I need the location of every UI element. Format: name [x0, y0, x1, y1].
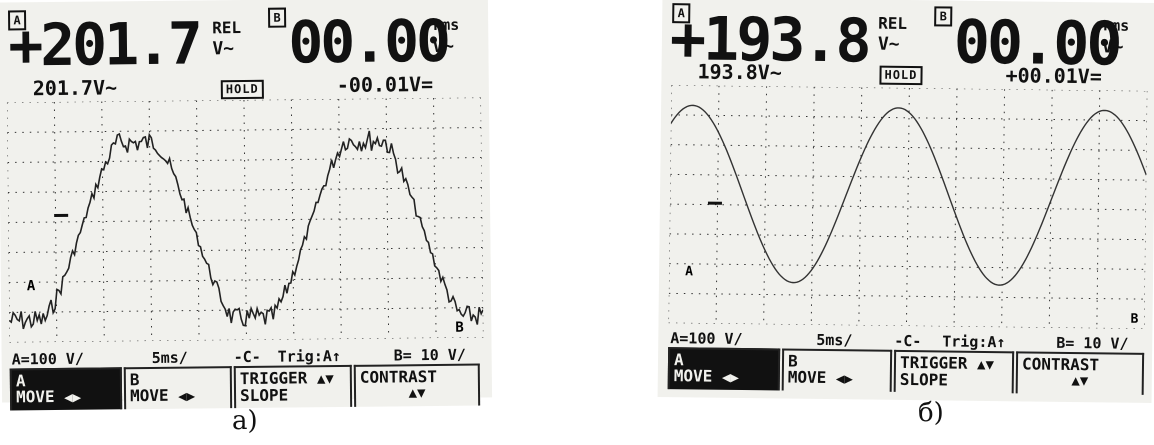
grid-line-vertical — [338, 99, 342, 340]
contrast-button[interactable]: CONTRAST ▲▼ — [1015, 351, 1145, 395]
grid-line-vertical — [6, 102, 10, 343]
b-unit: V~ — [432, 35, 455, 58]
left-right-arrows-icon: ◀▶ — [835, 371, 853, 388]
channel-b-indicator: B — [934, 6, 953, 27]
trigger-icon: -C- — [233, 347, 261, 367]
grid-line-vertical — [1001, 89, 1006, 328]
waveform-grid: A B — [6, 97, 484, 343]
rms-tag: rms — [432, 15, 460, 35]
left-right-arrows-icon: ◀▶ — [721, 369, 739, 386]
b-reading: 00.00 — [287, 6, 449, 77]
softkey-label: SLOPE — [239, 385, 289, 406]
trigger-icon: -C- — [894, 331, 922, 351]
grid-line-vertical — [905, 88, 910, 327]
main-reading: +201.7 — [8, 9, 201, 80]
softkey-label: SLOPE — [899, 369, 949, 390]
left-right-arrows-icon: ◀▶ — [178, 388, 196, 405]
trace-b-marker: B — [1130, 312, 1138, 327]
main-unit: V~ — [212, 38, 235, 60]
trigger-level-marker — [54, 213, 69, 217]
b-scale: B= 10 V/ — [393, 345, 466, 365]
rel-tag: REL — [212, 18, 242, 38]
b-move-button[interactable]: B MOVE ◀▶ — [123, 366, 233, 410]
grid-line-vertical — [1143, 90, 1148, 329]
rms-tag: rms — [1102, 16, 1130, 35]
b-scale: B= 10 V/ — [1056, 333, 1129, 353]
waveform-trace-a — [8, 130, 484, 330]
b-sub-reading: +00.01V= — [1005, 63, 1102, 89]
grid-line-vertical — [385, 98, 390, 339]
softkey-label: CONTRAST — [359, 367, 438, 387]
figure-caption: б) — [918, 398, 944, 428]
scope-screenshot-a: A +201.7 REL V~ B 00.00 rms V~ 201.7V~ H… — [0, 0, 493, 445]
grid-line-vertical — [763, 86, 768, 325]
rel-tag: REL — [878, 13, 908, 33]
softkey-label: MOVE — [673, 366, 713, 386]
a-move-button[interactable]: A MOVE ◀▶ — [9, 367, 123, 411]
scope-display: A +193.8 REL V~ B 00.00 rms V~ 193.8V~ H… — [657, 0, 1154, 404]
softkey-label: MOVE — [129, 385, 169, 406]
grid-line-vertical — [243, 100, 247, 340]
graticule — [668, 85, 1148, 329]
timebase: 5ms/ — [816, 330, 853, 350]
up-down-arrows-icon: ▲▼ — [408, 385, 426, 402]
trigger-slope-button[interactable]: TRIGGER ▲▼ SLOPE — [893, 349, 1015, 394]
timebase: 5ms/ — [151, 348, 188, 367]
a-scale: A=100 V/ — [11, 349, 84, 369]
a-sub-reading: 201.7V~ — [32, 75, 118, 101]
grid-line-vertical — [433, 98, 437, 339]
left-right-arrows-icon: ◀▶ — [64, 389, 82, 406]
waveform-grid: A B — [668, 85, 1148, 329]
grid-line-vertical — [53, 101, 58, 342]
grid-line-horizontal — [670, 144, 1147, 151]
b-sub-reading: -00.01V= — [336, 72, 434, 98]
readout-header: A +201.7 REL V~ B 00.00 rms V~ 201.7V~ H… — [0, 0, 489, 111]
trace-b-marker: B — [455, 320, 464, 336]
a-scale: A=100 V/ — [670, 329, 743, 349]
hold-indicator: HOLD — [879, 65, 923, 86]
channel-b-indicator: B — [267, 7, 287, 28]
trace-a-marker: A — [27, 278, 36, 294]
grid-line-vertical — [101, 101, 105, 342]
grid-line-horizontal — [671, 114, 1147, 122]
trigger-setting: Trig:A↑ — [277, 347, 341, 366]
b-move-button[interactable]: B MOVE ◀▶ — [781, 348, 893, 392]
scope-display: A +201.7 REL V~ B 00.00 rms V~ 201.7V~ H… — [0, 0, 493, 411]
grid-line-vertical — [196, 100, 200, 341]
grid-line-vertical — [148, 100, 153, 341]
a-move-button[interactable]: A MOVE ◀▶ — [667, 347, 781, 391]
trigger-slope-button[interactable]: TRIGGER ▲▼ SLOPE — [233, 364, 353, 409]
up-down-arrows-icon: ▲▼ — [1071, 373, 1089, 390]
softkey-bar: A MOVE ◀▶ B MOVE ◀▶ TRIGGER ▲▼ SLOPE CON… — [658, 347, 1153, 399]
figure-caption: а) — [232, 406, 258, 436]
b-unit: V~ — [1101, 36, 1124, 58]
scope-screenshot-b: A +193.8 REL V~ B 00.00 rms V~ 193.8V~ H… — [657, 0, 1154, 445]
trace-a-marker: A — [685, 264, 693, 279]
up-down-arrows-icon: ▲▼ — [316, 371, 334, 388]
contrast-button[interactable]: CONTRAST ▲▼ — [353, 363, 481, 407]
softkey-label: MOVE — [15, 387, 55, 407]
a-sub-reading: 193.8V~ — [697, 59, 782, 85]
main-unit: V~ — [877, 33, 900, 55]
softkey-label: CONTRAST — [1021, 354, 1100, 375]
graticule — [6, 97, 484, 343]
grid-line-vertical — [858, 87, 863, 326]
trigger-setting: Trig:A↑ — [942, 332, 1006, 352]
up-down-arrows-icon: ▲▼ — [976, 356, 995, 374]
softkey-label: MOVE — [787, 367, 827, 388]
trigger-level-marker — [707, 201, 722, 205]
grid-line-vertical — [480, 97, 484, 338]
hold-indicator: HOLD — [220, 79, 264, 100]
grid-line-vertical — [290, 99, 295, 340]
waveform-trace-a — [670, 104, 1147, 286]
grid-line-vertical — [1048, 89, 1053, 328]
